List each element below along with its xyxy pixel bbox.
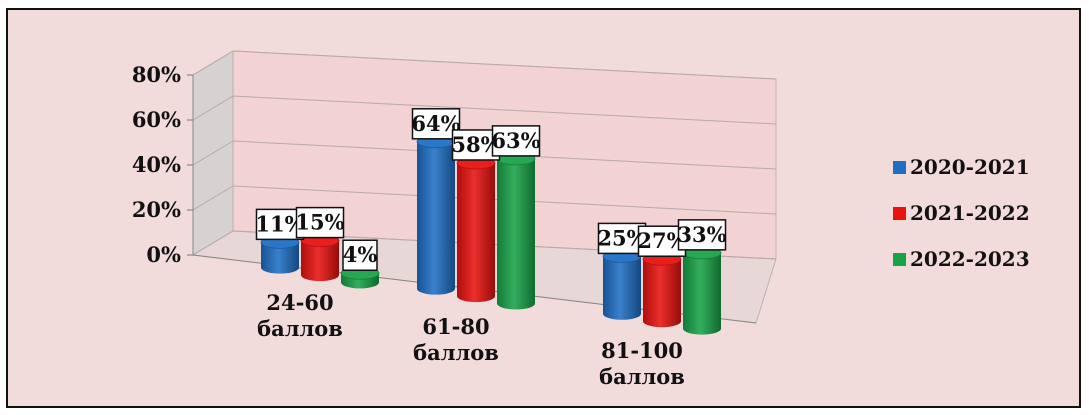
gridline [232, 95, 777, 125]
data-label-box [491, 125, 541, 157]
bar-body [457, 162, 495, 303]
legend-label: 2021-2022 [910, 201, 1030, 225]
chart-frame: 0% 20% 40% 60% 80% 24-60 баллов 61-80 баллов 81-1… [6, 8, 1081, 408]
legend-label: 2022-2023 [910, 247, 1030, 271]
gridline-side [192, 230, 234, 256]
x-category-label: баллов [599, 364, 685, 389]
data-labels: 11%15%4%64%58%63%25%27%33% [255, 108, 727, 271]
y-tick-label: 20% [132, 197, 181, 222]
data-label: 15% [295, 206, 345, 239]
data-label: 64% [411, 108, 461, 140]
y-tick-label: 40% [132, 152, 181, 177]
data-label-text: 63% [491, 128, 540, 153]
bar-body [261, 242, 299, 274]
y-tick-label: 60% [132, 107, 181, 132]
legend-label: 2020-2021 [910, 155, 1030, 179]
x-category-label: баллов [257, 316, 343, 341]
bar [416, 135, 456, 295]
y-tick-label: 80% [132, 62, 181, 87]
bar [602, 250, 642, 320]
bar [642, 252, 682, 328]
gridline-side [192, 185, 234, 211]
data-label: 33% [677, 219, 727, 251]
bar-body [417, 141, 455, 295]
data-label-box [411, 108, 461, 140]
data-label-box [342, 239, 378, 271]
data-label-text: 15% [295, 210, 344, 235]
legend-swatch [893, 253, 906, 266]
x-category-label: 61-80 [422, 314, 489, 339]
bar [682, 246, 722, 335]
legend: 2020-2021 2021-2022 2022-2023 [893, 155, 1030, 271]
gridline-side [192, 95, 234, 121]
data-label-text: 4% [343, 242, 378, 267]
bar [300, 234, 340, 282]
gridline-side [192, 140, 234, 166]
bar-body [497, 158, 535, 310]
gridline-side [192, 50, 234, 76]
y-tick-label: 0% [146, 242, 181, 267]
x-category-label: 24-60 [266, 290, 333, 315]
data-label-text: 33% [677, 222, 726, 247]
data-label-box [295, 206, 345, 239]
legend-swatch [893, 207, 906, 220]
gridline [232, 50, 777, 80]
legend-swatch [893, 161, 906, 174]
bar-body [683, 252, 721, 335]
bar [260, 235, 300, 274]
bar [456, 156, 496, 303]
bar-body [603, 256, 641, 320]
legend-item: 2020-2021 [893, 155, 1030, 179]
x-category-label: 81-100 [601, 338, 683, 363]
bar-body [643, 259, 681, 328]
data-label: 4% [342, 239, 378, 271]
data-label: 63% [491, 125, 541, 157]
legend-item: 2022-2023 [893, 247, 1030, 271]
x-category-label: баллов [413, 340, 499, 365]
legend-item: 2021-2022 [893, 201, 1030, 225]
bar [496, 152, 536, 310]
data-label-box [677, 219, 727, 251]
bar-body [301, 240, 339, 282]
